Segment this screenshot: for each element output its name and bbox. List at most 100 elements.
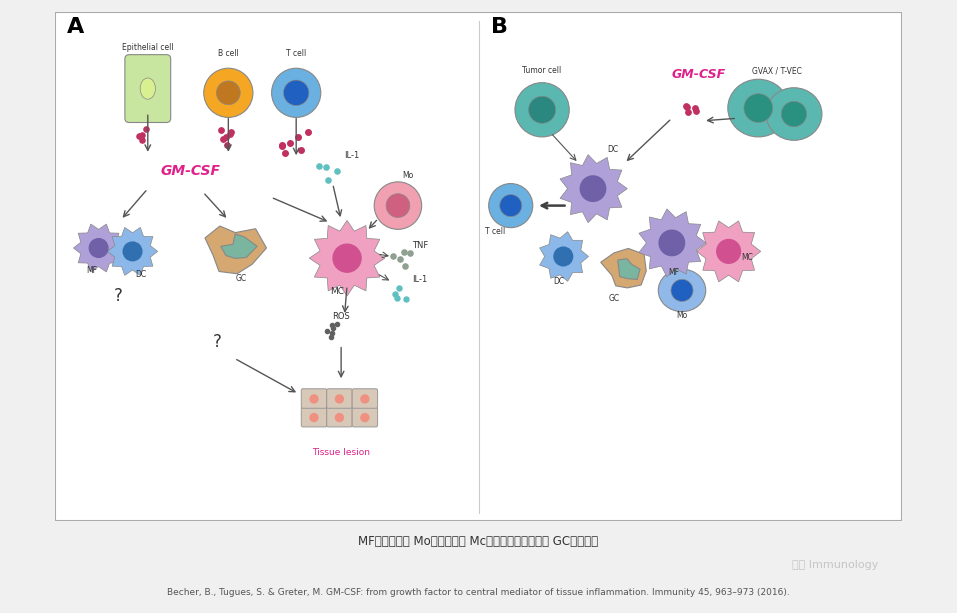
Ellipse shape <box>766 88 822 140</box>
Circle shape <box>744 94 772 123</box>
Ellipse shape <box>309 413 319 422</box>
Text: Mo: Mo <box>403 170 413 180</box>
FancyBboxPatch shape <box>301 408 326 427</box>
Circle shape <box>528 96 556 123</box>
Circle shape <box>781 101 807 127</box>
Text: MC: MC <box>330 287 344 296</box>
Point <box>387 289 402 299</box>
Polygon shape <box>221 234 257 259</box>
Point <box>324 329 340 338</box>
Point <box>218 132 234 142</box>
Point <box>139 124 154 134</box>
Ellipse shape <box>360 394 369 403</box>
Point <box>679 101 694 111</box>
Point <box>215 134 231 143</box>
Ellipse shape <box>515 83 569 137</box>
Point <box>224 127 239 137</box>
Polygon shape <box>309 221 385 296</box>
Text: MF: MF <box>86 267 98 275</box>
Ellipse shape <box>335 413 345 422</box>
Polygon shape <box>540 232 589 281</box>
Text: MF: MF <box>668 268 679 277</box>
Point <box>290 132 305 142</box>
Ellipse shape <box>335 394 345 403</box>
Circle shape <box>386 194 410 218</box>
Ellipse shape <box>204 68 253 118</box>
Text: IL-1: IL-1 <box>345 151 360 160</box>
FancyBboxPatch shape <box>352 389 378 408</box>
Ellipse shape <box>728 79 789 137</box>
Ellipse shape <box>658 269 705 311</box>
Point <box>392 254 408 264</box>
Circle shape <box>333 244 361 272</box>
Ellipse shape <box>374 182 422 229</box>
Point <box>222 129 237 139</box>
Circle shape <box>123 242 142 261</box>
Text: T cell: T cell <box>286 50 306 58</box>
Text: GVAX / T-VEC: GVAX / T-VEC <box>752 66 802 75</box>
Circle shape <box>671 280 693 302</box>
Polygon shape <box>74 224 123 272</box>
Circle shape <box>89 238 108 257</box>
Point <box>293 145 308 155</box>
Text: Becher, B., Tugues, S. & Greter, M. GM-CSF: from growth factor to central mediat: Becher, B., Tugues, S. & Greter, M. GM-C… <box>167 588 790 597</box>
Text: ?: ? <box>114 286 122 305</box>
Text: Tumor cell: Tumor cell <box>523 66 562 75</box>
Text: Tissue lesion: Tissue lesion <box>312 448 370 457</box>
Polygon shape <box>601 248 646 288</box>
Point <box>689 105 704 115</box>
Point <box>319 162 334 172</box>
Polygon shape <box>617 259 640 280</box>
Point <box>275 140 290 150</box>
Point <box>324 321 340 330</box>
Text: DC: DC <box>607 145 618 154</box>
Point <box>278 148 293 158</box>
Polygon shape <box>639 209 706 277</box>
Circle shape <box>717 240 741 263</box>
Point <box>325 324 341 333</box>
Point <box>320 175 335 185</box>
Circle shape <box>500 194 522 216</box>
Text: MF：巨噬细胞 Mo：单核细胞 Mc：单核细胞衍生细胞 GC：粒细胞: MF：巨噬细胞 Mo：单核细胞 Mc：单核细胞衍生细胞 GC：粒细胞 <box>359 535 598 548</box>
Point <box>311 161 326 171</box>
Point <box>688 103 703 113</box>
Text: DC: DC <box>136 270 146 279</box>
Point <box>132 131 147 141</box>
Ellipse shape <box>360 413 369 422</box>
Text: A: A <box>67 17 84 37</box>
Text: T cell: T cell <box>485 227 505 237</box>
Point <box>135 131 150 140</box>
Ellipse shape <box>272 68 321 118</box>
FancyBboxPatch shape <box>301 389 326 408</box>
Point <box>282 139 298 148</box>
Polygon shape <box>107 227 158 275</box>
FancyBboxPatch shape <box>326 389 352 408</box>
Circle shape <box>659 230 684 256</box>
Point <box>323 332 339 341</box>
Point <box>679 102 695 112</box>
Point <box>385 251 400 261</box>
Ellipse shape <box>309 394 319 403</box>
Text: DC: DC <box>553 276 565 286</box>
Point <box>680 107 696 117</box>
Text: Mo: Mo <box>677 311 688 319</box>
Polygon shape <box>205 226 266 274</box>
Text: 闲谈 Immunology: 闲谈 Immunology <box>791 560 879 570</box>
Point <box>219 140 234 150</box>
Circle shape <box>216 81 240 105</box>
Point <box>396 247 412 257</box>
Point <box>300 127 316 137</box>
Text: B: B <box>491 17 508 37</box>
Text: ROS: ROS <box>332 312 350 321</box>
Point <box>403 248 418 258</box>
Text: Epithelial cell: Epithelial cell <box>122 42 173 51</box>
Point <box>213 124 229 134</box>
Point <box>389 293 405 303</box>
Point <box>274 140 289 150</box>
Point <box>398 261 413 271</box>
Circle shape <box>554 247 572 266</box>
Point <box>329 166 345 176</box>
Ellipse shape <box>489 183 533 227</box>
Point <box>398 294 413 303</box>
Point <box>134 135 149 145</box>
